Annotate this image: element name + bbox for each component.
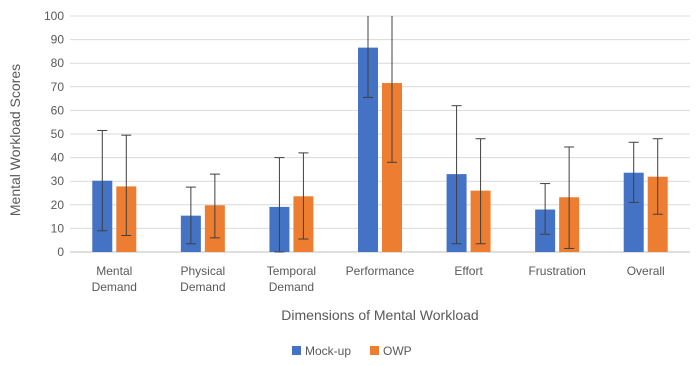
y-tick-label: 0 xyxy=(57,245,64,259)
legend-label: OWP xyxy=(383,344,412,358)
error-bar xyxy=(564,146,575,249)
bars xyxy=(92,47,668,253)
x-category-label: Overall xyxy=(627,264,665,278)
legend-swatch xyxy=(370,346,379,355)
error-bar xyxy=(298,152,309,240)
error-bar xyxy=(652,138,663,215)
x-category-label: Effort xyxy=(454,264,483,278)
y-tick-label: 70 xyxy=(51,80,65,94)
bar-owp xyxy=(382,83,402,252)
error-bar xyxy=(475,138,486,245)
error-bar xyxy=(209,173,220,239)
error-bar xyxy=(363,16,373,98)
error-bar xyxy=(185,186,196,245)
x-category-label: Performance xyxy=(346,264,415,278)
y-tick-label: 100 xyxy=(44,9,64,23)
y-tick-labels: 0 10 20 30 40 50 60 70 80 90 100 xyxy=(44,9,64,259)
error-bar xyxy=(97,129,108,232)
y-tick-label: 60 xyxy=(51,103,65,117)
legend-swatch xyxy=(292,346,301,355)
gridlines xyxy=(70,15,690,253)
error-bar xyxy=(540,183,551,235)
legend-label: Mock-up xyxy=(305,344,351,358)
y-tick-label: 40 xyxy=(51,151,65,165)
legend: Mock-up OWP xyxy=(292,344,412,358)
error-bar xyxy=(628,141,639,203)
error-bar xyxy=(451,105,462,245)
legend-item: Mock-up xyxy=(292,344,351,358)
legend-item: OWP xyxy=(370,344,412,358)
y-tick-label: 20 xyxy=(51,198,65,212)
bar-mock-up xyxy=(358,47,378,253)
bar-mock-up xyxy=(623,172,644,252)
y-tick-label: 90 xyxy=(51,33,65,47)
x-category-labels: Mental Demand Physical Demand Temporal Demand… xyxy=(92,264,665,294)
error-bars xyxy=(97,16,663,253)
x-category-label: Physical Demand xyxy=(180,264,225,294)
x-axis-title: Dimensions of Mental Workload xyxy=(281,307,478,323)
y-axis-title: Mental Workload Scores xyxy=(7,64,23,216)
error-bar xyxy=(121,134,132,236)
x-category-label: Frustration xyxy=(528,264,585,278)
error-bar xyxy=(387,16,397,163)
y-tick-label: 30 xyxy=(51,174,65,188)
y-tick-label: 80 xyxy=(51,56,65,70)
error-bar xyxy=(274,157,285,253)
y-tick-label: 10 xyxy=(51,221,65,235)
x-category-label: Temporal Demand xyxy=(267,264,316,294)
x-category-label: Mental Demand xyxy=(92,264,137,294)
y-tick-label: 50 xyxy=(51,127,65,141)
